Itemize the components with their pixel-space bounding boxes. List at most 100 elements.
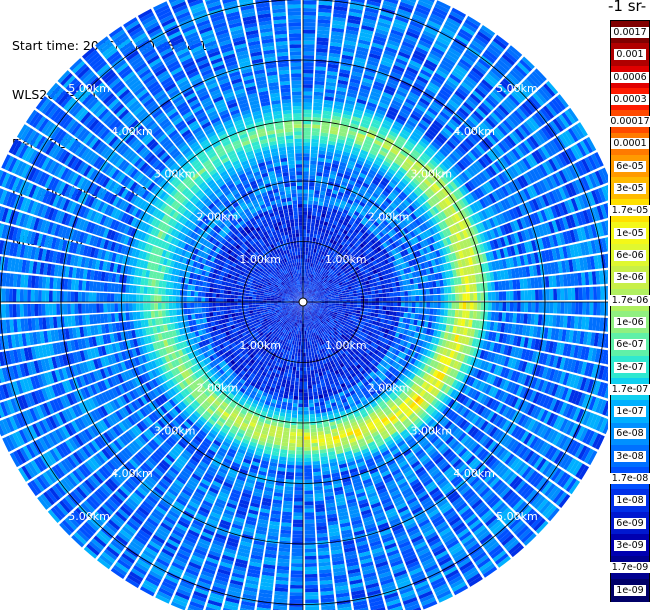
range-gate — [313, 106, 323, 111]
range-gate — [371, 305, 376, 310]
range-gate — [389, 292, 394, 297]
range-gate — [417, 283, 423, 290]
range-gate — [306, 265, 309, 270]
range-gate — [356, 310, 361, 314]
range-gate — [513, 302, 518, 312]
range-gate — [309, 237, 313, 241]
range-gate — [399, 286, 405, 292]
range-gate — [407, 307, 412, 313]
range-gate — [309, 178, 316, 183]
range-gate — [564, 288, 568, 301]
range-gate — [317, 353, 321, 358]
range-gate — [389, 306, 394, 311]
range-gate — [346, 297, 351, 300]
range-gate — [310, 156, 318, 162]
range-gate — [378, 293, 383, 298]
range-gate — [404, 302, 409, 307]
range-gate — [303, 120, 312, 125]
range-gate — [348, 288, 353, 292]
range-gate — [414, 289, 419, 296]
range-gate — [454, 285, 459, 293]
range-gate — [443, 286, 448, 294]
range-gate — [303, 222, 307, 226]
range-gate — [535, 289, 539, 301]
range-gate — [314, 186, 321, 191]
range-gate — [303, 37, 315, 41]
range-gate — [342, 308, 347, 311]
range-gate — [317, 205, 323, 210]
range-gate — [476, 311, 481, 320]
range-gate — [318, 4, 332, 10]
range-gate — [307, 214, 312, 219]
range-gate — [303, 167, 310, 172]
range-gate — [342, 295, 347, 298]
range-gate — [303, 164, 310, 168]
range-gate — [334, 101, 344, 107]
range-gate — [520, 302, 525, 312]
range-gate — [382, 302, 387, 306]
range-gate — [352, 290, 357, 294]
range-gate — [458, 310, 463, 318]
range-gate — [374, 290, 379, 294]
range-gate — [303, 33, 316, 38]
range-gate — [472, 283, 477, 292]
range-gate — [315, 66, 326, 71]
range-gate — [307, 207, 313, 212]
range-gate — [349, 304, 354, 307]
range-gate — [371, 302, 376, 306]
range-gate — [303, 0, 317, 5]
range-gate — [303, 225, 307, 230]
range-gate — [308, 247, 312, 252]
range-gate — [469, 284, 474, 293]
range-gate — [502, 291, 507, 301]
range-gate — [444, 294, 449, 301]
range-gate — [312, 208, 318, 213]
range-gate — [328, 52, 341, 58]
range-gate — [415, 295, 420, 302]
range-gate — [440, 302, 445, 309]
range-gate — [315, 62, 327, 68]
range-gate — [338, 305, 343, 308]
range-gate — [307, 255, 311, 259]
range-gate — [303, 203, 308, 208]
range-gate — [593, 302, 598, 316]
range-gate — [309, 167, 317, 172]
range-gate — [574, 302, 579, 315]
range-gate — [303, 291, 305, 295]
range-gate — [303, 254, 306, 259]
range-gate — [342, 299, 347, 302]
range-gate — [375, 302, 380, 306]
range-gate — [379, 297, 383, 302]
range-gate — [403, 312, 408, 318]
range-gate — [345, 308, 350, 312]
range-gate — [331, 27, 345, 33]
range-gate — [360, 295, 365, 299]
range-gate — [458, 285, 463, 293]
range-gate — [516, 290, 521, 301]
range-gate — [378, 309, 383, 314]
range-gate — [338, 307, 343, 311]
range-gate — [600, 302, 605, 316]
range-gate — [303, 51, 315, 56]
range-gate — [308, 193, 314, 198]
range-gate — [473, 302, 478, 310]
range-gate — [332, 13, 347, 19]
range-gate — [311, 138, 319, 144]
range-gate — [323, 169, 330, 174]
range-gate — [322, 172, 330, 178]
range-gate — [404, 296, 409, 302]
range-gate — [487, 311, 492, 321]
range-gate — [304, 269, 307, 274]
range-gate — [303, 80, 313, 85]
range-gate — [318, 146, 327, 152]
range-gate — [508, 312, 514, 323]
range-gate — [368, 298, 372, 302]
range-gate — [325, 81, 337, 87]
range-gate — [320, 187, 327, 192]
range-gate — [308, 196, 314, 201]
range-gate — [304, 287, 306, 292]
range-gate — [494, 281, 499, 291]
range-gate — [303, 109, 312, 114]
range-gate — [429, 288, 434, 295]
range-gate — [303, 294, 305, 299]
